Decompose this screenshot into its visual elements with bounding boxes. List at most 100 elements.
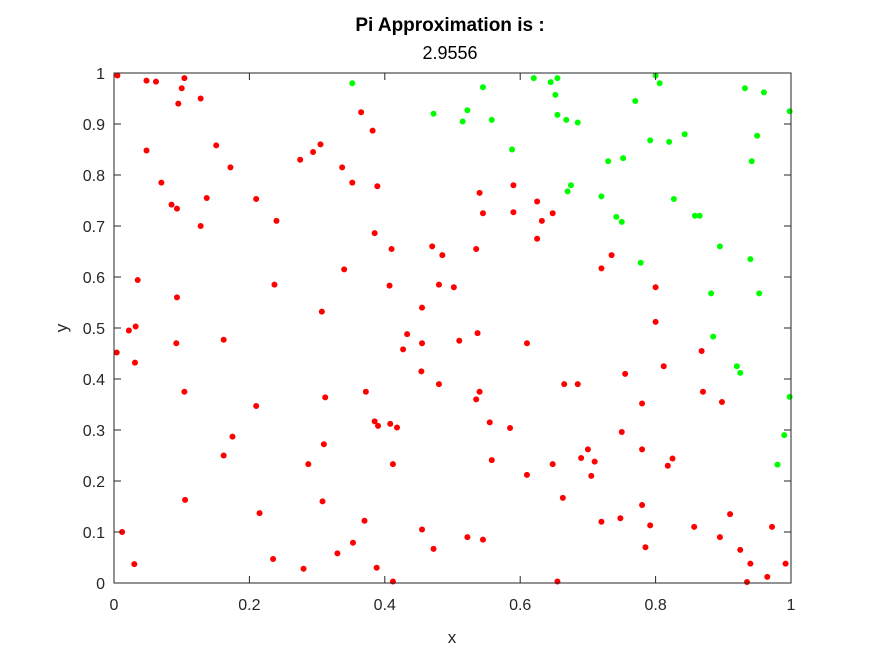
data-point	[782, 560, 789, 567]
data-point	[113, 349, 120, 356]
data-point	[361, 517, 368, 524]
data-point	[664, 462, 671, 469]
data-point	[369, 127, 376, 134]
data-point	[119, 529, 126, 535]
data-point	[656, 80, 663, 87]
data-point	[256, 510, 263, 517]
data-point	[613, 213, 620, 220]
data-point	[253, 403, 260, 410]
data-point	[388, 245, 395, 252]
data-point	[564, 188, 571, 195]
data-point	[158, 179, 165, 186]
data-point	[760, 89, 767, 96]
data-point	[358, 109, 365, 116]
data-point	[781, 432, 788, 439]
data-point	[310, 149, 317, 156]
chart-title: Pi Approximation is :	[355, 15, 544, 36]
data-point	[197, 223, 204, 229]
data-point	[696, 212, 703, 219]
data-point	[474, 330, 481, 337]
data-point	[681, 131, 688, 138]
data-point	[479, 210, 486, 217]
data-point	[173, 294, 180, 301]
y-tick-label: 1	[96, 66, 105, 83]
y-tick-label: 0.3	[83, 423, 105, 440]
data-point	[125, 327, 132, 334]
data-point	[435, 281, 442, 288]
y-tick-label: 0.6	[83, 270, 105, 287]
data-point	[152, 78, 159, 85]
data-point	[114, 72, 121, 79]
data-point	[669, 455, 676, 462]
data-point	[486, 419, 493, 426]
data-point	[642, 544, 649, 551]
data-point	[182, 496, 189, 503]
y-axis-ticks: 0 0.1 0.2 0.3 0.4 0.5 0.6 0.7 0.8 0.9 1	[83, 66, 791, 593]
data-point	[213, 142, 220, 149]
data-point	[227, 164, 234, 171]
data-point	[476, 189, 483, 196]
x-axis-ticks: 0 0.2 0.4 0.6 0.8 1	[110, 73, 796, 614]
data-point	[617, 515, 624, 522]
data-point	[741, 85, 748, 92]
data-point	[418, 368, 425, 375]
data-point	[622, 370, 629, 377]
data-point	[549, 210, 556, 217]
y-tick-label: 0.4	[83, 372, 105, 389]
data-point	[554, 111, 561, 118]
data-point	[339, 164, 346, 171]
chart-subtitle: 2.9556	[422, 43, 477, 63]
data-point	[647, 137, 654, 144]
data-point	[430, 545, 437, 552]
data-point	[591, 458, 598, 465]
data-point	[598, 518, 605, 525]
data-point	[476, 388, 483, 395]
data-point	[273, 217, 280, 224]
data-point	[523, 340, 530, 347]
data-point	[620, 155, 627, 162]
data-point	[429, 243, 436, 250]
data-point	[727, 511, 734, 518]
data-point	[538, 217, 545, 224]
data-point	[305, 461, 312, 468]
data-point	[374, 183, 381, 190]
data-point	[507, 424, 514, 431]
data-point	[173, 205, 180, 212]
data-point	[670, 195, 677, 202]
data-point	[143, 77, 150, 84]
data-point	[534, 198, 541, 205]
data-point	[549, 461, 556, 468]
data-point	[523, 471, 530, 478]
data-point	[334, 550, 341, 557]
data-point	[373, 564, 380, 571]
data-point	[297, 156, 304, 163]
data-point	[386, 282, 393, 289]
data-point	[747, 560, 754, 567]
data-point	[479, 84, 486, 91]
data-point	[563, 116, 570, 123]
data-point	[203, 194, 210, 201]
y-axis-label: y	[52, 323, 71, 332]
data-point	[349, 179, 356, 186]
data-point	[220, 336, 227, 343]
data-point	[769, 523, 776, 530]
data-point	[699, 388, 706, 395]
data-point	[270, 556, 277, 563]
data-point	[341, 266, 348, 273]
data-point	[168, 201, 175, 208]
data-point	[530, 75, 537, 82]
data-point	[197, 95, 204, 102]
data-point	[371, 230, 378, 237]
data-point	[393, 424, 400, 431]
data-point	[181, 388, 188, 395]
data-point	[132, 323, 139, 330]
data-point	[389, 461, 396, 468]
data-point	[317, 141, 324, 148]
data-point	[175, 100, 182, 107]
data-point	[349, 539, 356, 546]
data-point	[733, 363, 740, 370]
data-point	[464, 107, 471, 114]
data-point	[737, 546, 744, 553]
data-point	[131, 359, 138, 366]
data-point	[473, 245, 480, 252]
